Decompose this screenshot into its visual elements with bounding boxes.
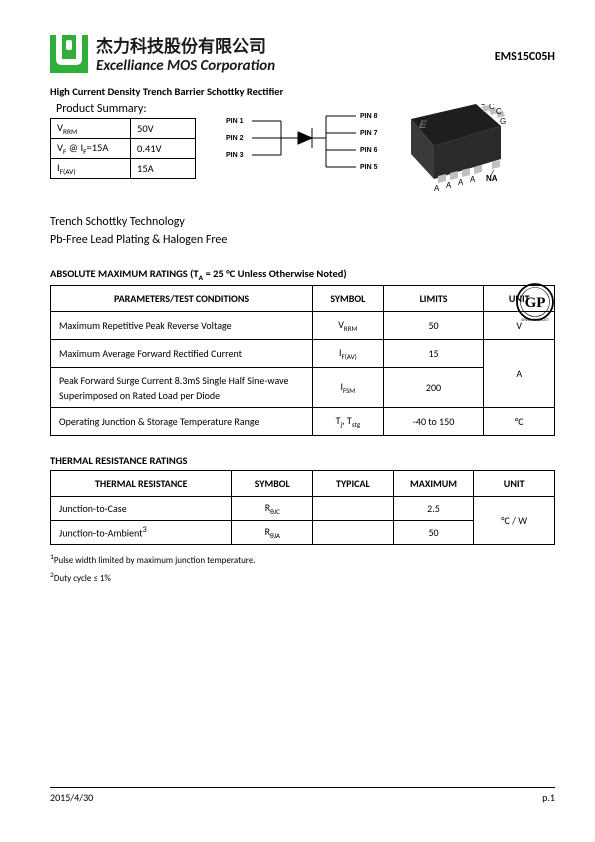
table-cell: 50 — [383, 312, 484, 340]
svg-text:GREEN PRODUCT: GREEN PRODUCT — [521, 318, 549, 322]
table-header: THERMAL RESISTANCE — [51, 471, 232, 497]
svg-text:A: A — [458, 178, 464, 187]
part-number: EMS15C05H — [495, 50, 555, 64]
table-cell: Junction-to-Case — [51, 497, 232, 521]
table-cell: IFSM — [313, 368, 384, 408]
table-cell: Peak Forward Surge Current 8.3mS Single … — [51, 368, 313, 408]
table-header: MAXIMUM — [393, 471, 474, 497]
page-footer: 2015/4/30 p.1 — [50, 787, 555, 804]
summary-param: VF @ IF=15A — [51, 139, 131, 159]
table-cell: °C / W — [474, 497, 555, 545]
package-3d-icon: E C C C G A A A A NA — [396, 104, 506, 199]
table-header: UNIT — [474, 471, 555, 497]
table-cell: Maximum Average Forward Rectified Curren… — [51, 340, 313, 368]
logo-block: 杰力科技股份有限公司 Excelliance MOS Corporation — [50, 32, 275, 75]
pin-label: PIN 2 — [226, 135, 244, 142]
summary-param: VRRM — [51, 119, 131, 139]
thermal-title: THERMAL RESISTANCE RATINGS — [50, 454, 555, 467]
table-cell: °C — [484, 408, 555, 436]
pin-label: PIN 6 — [360, 147, 378, 154]
summary-param: IF(AV) — [51, 159, 131, 179]
summary-value: 15A — [131, 159, 196, 179]
tech-line: Trench Schottky Technology — [50, 213, 555, 231]
technology-notes: Trench Schottky Technology Pb-Free Lead … — [50, 213, 555, 249]
table-cell: 200 — [383, 368, 484, 408]
summary-value: 50V — [131, 119, 196, 139]
summary-title: Product Summary: — [56, 102, 196, 116]
svg-text:A: A — [470, 175, 476, 184]
table-cell: IF(AV) — [313, 340, 384, 368]
table-cell: 15 — [383, 340, 484, 368]
svg-text:A: A — [446, 181, 452, 190]
svg-text:A: A — [434, 184, 440, 193]
svg-text:C: C — [489, 104, 495, 111]
table-header: PARAMETERS/TEST CONDITIONS — [51, 286, 313, 312]
table-cell: Tj, Tstg — [313, 408, 384, 436]
pin-diagram: PIN 1 PIN 2 PIN 3 PIN 8 PIN 7 PIN 6 PIN … — [226, 112, 386, 182]
product-summary: Product Summary: VRRM 50V VF @ IF=15A 0.… — [50, 100, 196, 179]
table-cell: RθJC — [232, 497, 313, 521]
amr-table: PARAMETERS/TEST CONDITIONS SYMBOL LIMITS… — [50, 285, 555, 436]
table-cell: 2.5 — [393, 497, 474, 521]
table-cell: RθJA — [232, 521, 313, 545]
footnotes: 1Pulse width limited by maximum junction… — [50, 551, 555, 587]
table-cell: A — [484, 340, 555, 408]
green-product-badge-icon: GP GREEN PRODUCT — [515, 282, 555, 322]
thermal-table: THERMAL RESISTANCE SYMBOL TYPICAL MAXIMU… — [50, 470, 555, 545]
svg-text:G: G — [500, 117, 506, 126]
summary-value: 0.41V — [131, 139, 196, 159]
table-cell — [313, 497, 394, 521]
svg-text:C: C — [496, 107, 502, 116]
table-cell: Junction-to-Ambient3 — [51, 521, 232, 545]
table-cell: VRRM — [313, 312, 384, 340]
table-cell: Operating Junction & Storage Temperature… — [51, 408, 313, 436]
company-logo-icon — [50, 35, 88, 73]
company-name-cn: 杰力科技股份有限公司 — [96, 32, 275, 57]
svg-text:NA: NA — [486, 174, 498, 183]
footnote: 2Duty cycle ≤ 1% — [50, 569, 555, 587]
pin-label: PIN 7 — [360, 130, 378, 137]
table-header: TYPICAL — [313, 471, 394, 497]
footer-page: p.1 — [542, 791, 555, 804]
pin-label: PIN 3 — [226, 152, 244, 159]
pin-label: PIN 1 — [226, 118, 244, 125]
table-header: SYMBOL — [232, 471, 313, 497]
amr-title: ABSOLUTE MAXIMUM RATINGS (TA = 25 °C Unl… — [50, 267, 555, 282]
tech-line: Pb-Free Lead Plating & Halogen Free — [50, 231, 555, 249]
svg-text:C: C — [480, 104, 486, 107]
table-header: LIMITS — [383, 286, 484, 312]
table-cell: Maximum Repetitive Peak Reverse Voltage — [51, 312, 313, 340]
document-subtitle: High Current Density Trench Barrier Scho… — [50, 85, 555, 98]
pin-label: PIN 5 — [360, 164, 378, 171]
table-header: SYMBOL — [313, 286, 384, 312]
svg-text:GP: GP — [525, 295, 546, 311]
company-name-en: Excelliance MOS Corporation — [96, 57, 275, 75]
table-cell — [313, 521, 394, 545]
footer-date: 2015/4/30 — [50, 791, 93, 804]
pin-label: PIN 8 — [360, 113, 378, 120]
table-cell: -40 to 150 — [383, 408, 484, 436]
summary-table: VRRM 50V VF @ IF=15A 0.41V IF(AV) 15A — [50, 118, 196, 179]
footnote: 1Pulse width limited by maximum junction… — [50, 551, 555, 569]
table-cell: 50 — [393, 521, 474, 545]
